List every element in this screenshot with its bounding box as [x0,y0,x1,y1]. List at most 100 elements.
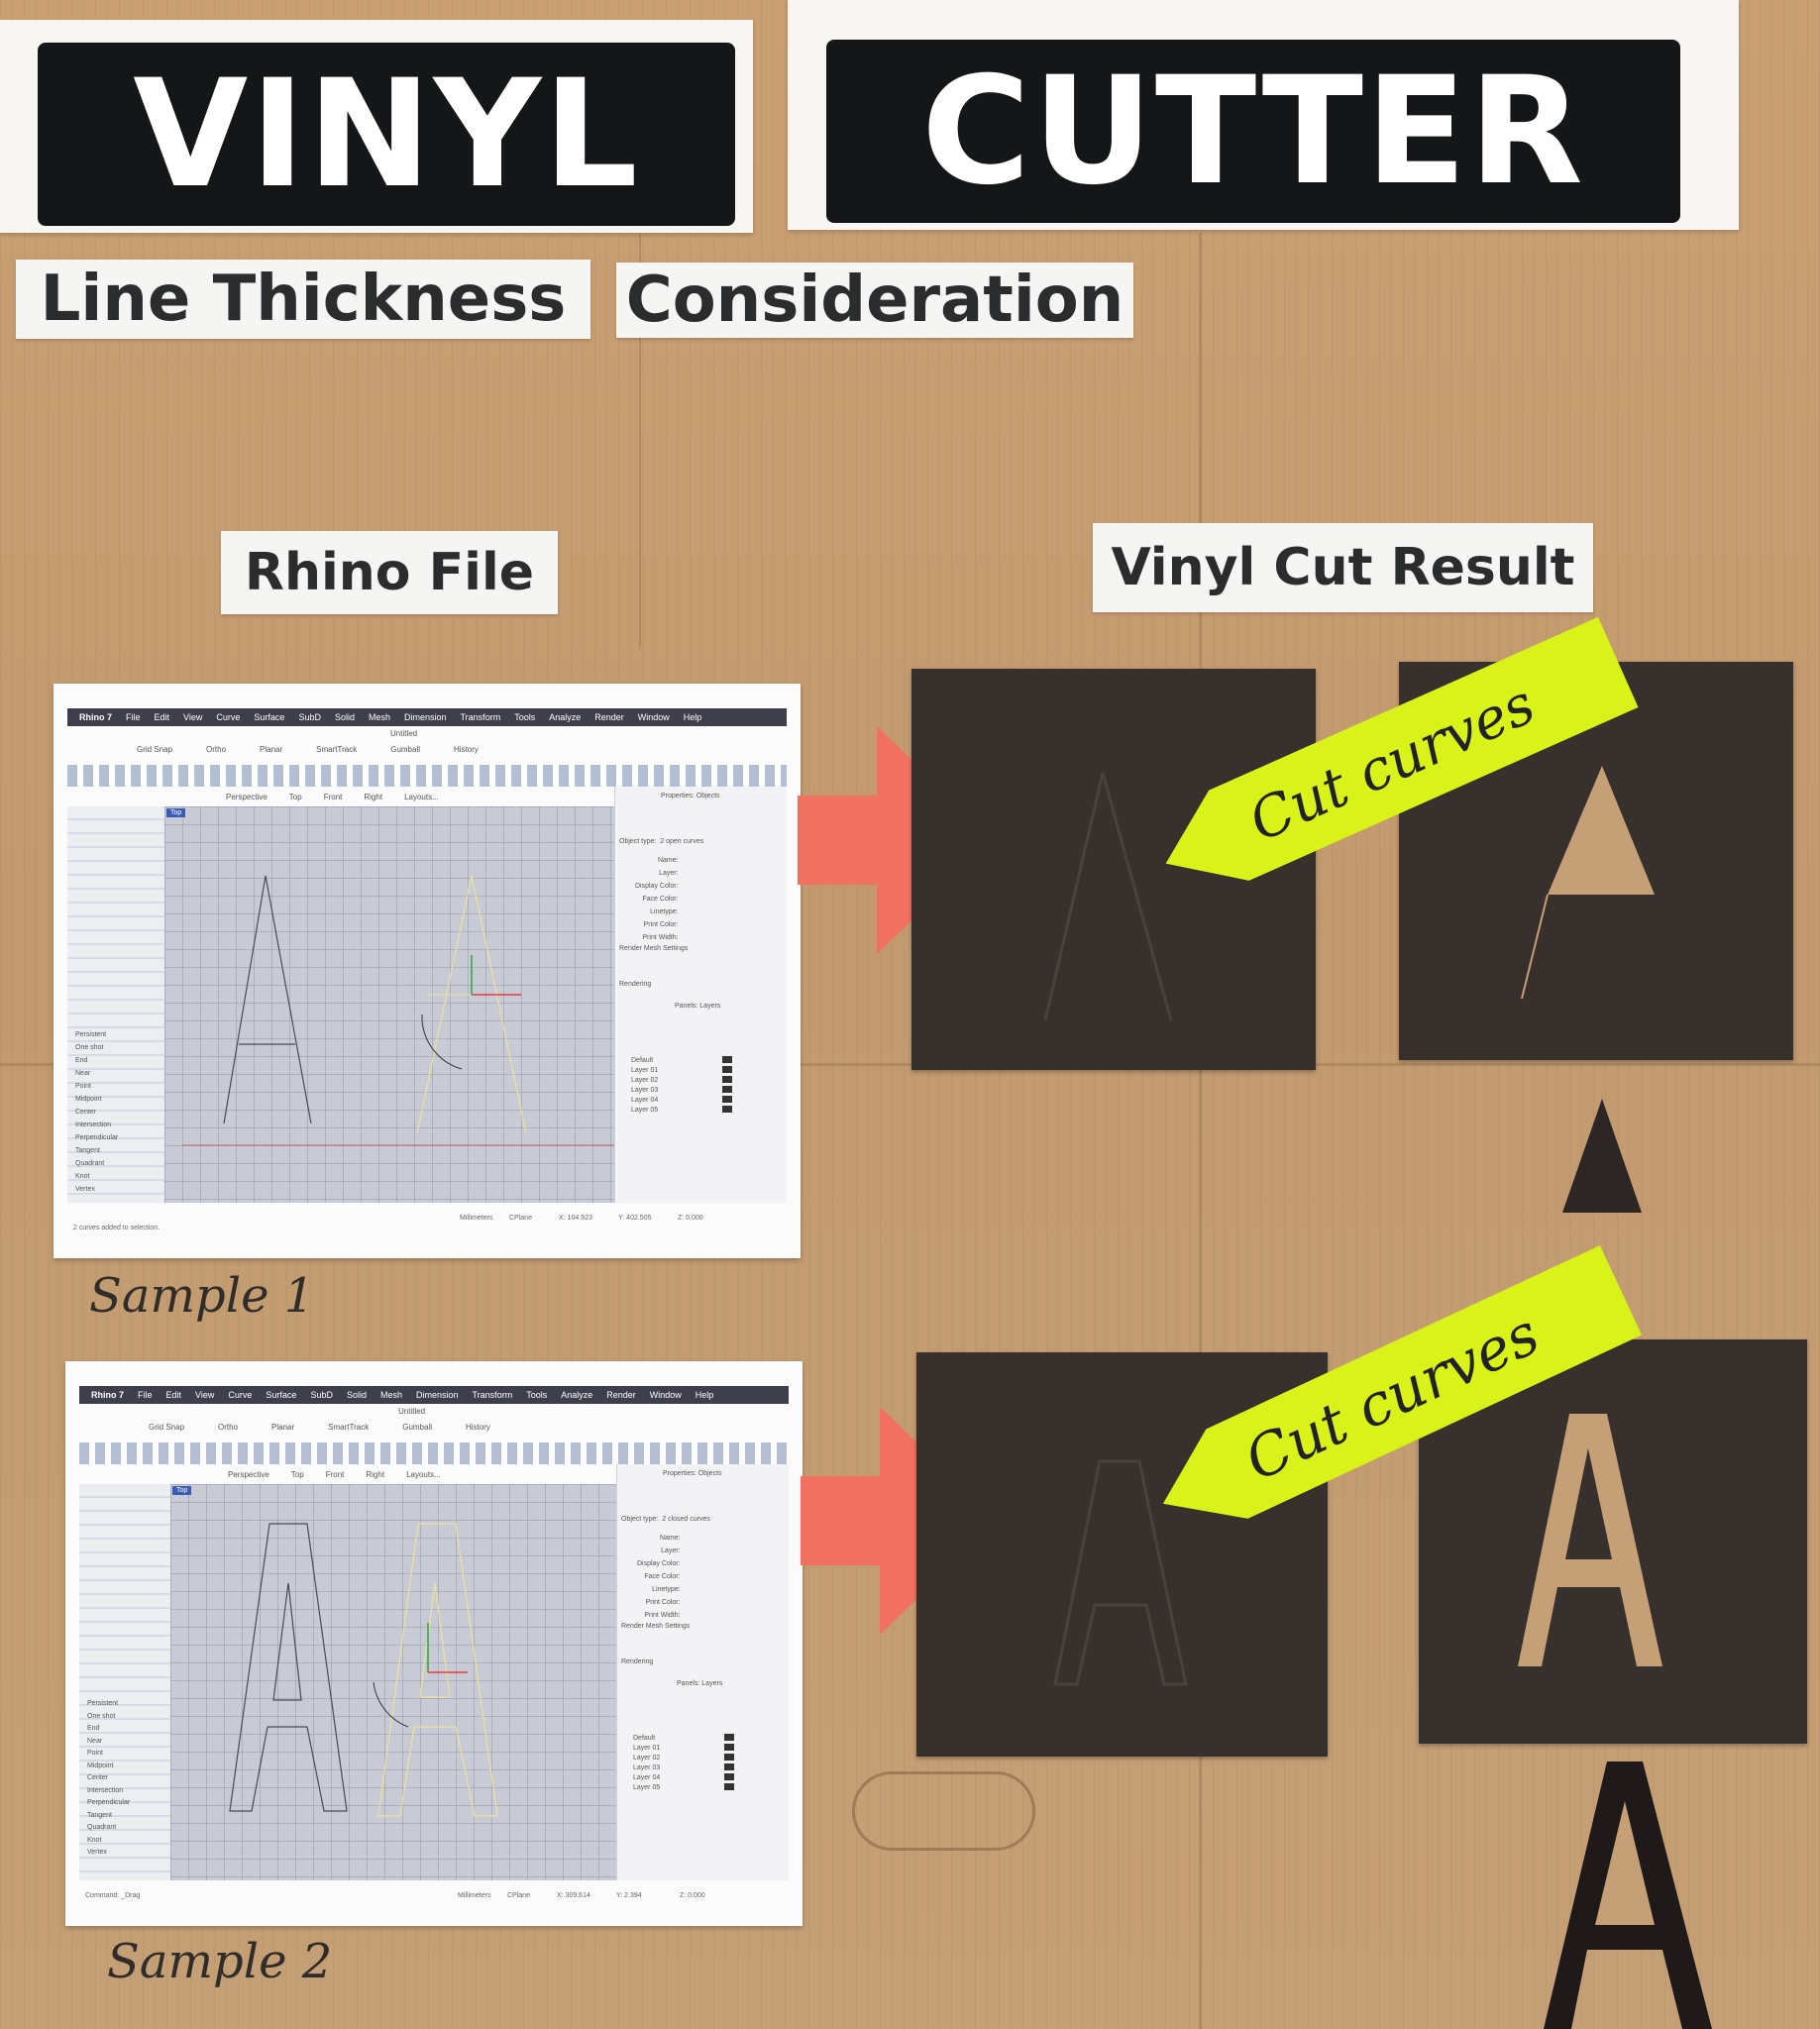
ortho: Ortho [206,744,227,754]
letter-a-cutout-open [1521,766,1655,1000]
tab-perspective: Perspective [228,1469,269,1479]
menu-solid: Solid [346,1390,367,1400]
letter-a-faint-outline [1053,1459,1188,1686]
tab-layouts: Layouts... [404,792,439,801]
app-name: Rhino 7 [91,1390,124,1400]
menu-surface: Surface [266,1390,297,1400]
tab-front: Front [325,1469,345,1479]
viewport-label-top: Top [172,1486,192,1495]
tab-top: Top [288,792,302,801]
cut-letter-a-piece [1544,1762,1712,2029]
menu-edit: Edit [165,1390,182,1400]
status-units: Millimeters [458,1892,491,1899]
status-z: Z: 0.000 [680,1892,705,1899]
menu-tools: Tools [514,712,536,722]
osnap-list: Persistent One shot End Near Point Midpoint Ce… [87,1700,131,1856]
grid-snap: Grid Snap [137,744,173,754]
status-cplane: CPlane [507,1892,530,1899]
cardboard-fold [1199,233,1202,2029]
cut-triangle-piece [1562,1099,1642,1213]
tab-front: Front [323,792,343,801]
osnap-list: Persistent One shot End Near Point Midpoint Ce… [75,1031,119,1193]
letter-a-curves [182,875,614,1146]
menu-analyze: Analyze [561,1390,593,1400]
title-cutter: CUTTER [826,40,1680,223]
rhino-screenshot-sample-2: Rhino 7 File Edit View Curve Surface Sub… [65,1361,803,1926]
document-title: Untitled [398,1407,426,1416]
menu-curve: Curve [228,1390,253,1400]
menu-view: View [183,712,203,722]
tab-right: Right [366,1469,385,1479]
history: History [466,1422,490,1432]
top-viewport: Top [170,1484,616,1880]
menu-curve: Curve [216,712,241,722]
arrow-right-icon [798,726,996,954]
menu-tools: Tools [526,1390,548,1400]
grid-snap: Grid Snap [149,1422,185,1432]
menu-transform: Transform [472,1390,513,1400]
planar: Planar [260,744,283,754]
menu-help: Help [683,712,702,722]
document-title: Untitled [390,729,418,738]
icon-strip [79,1442,789,1464]
subtitle-consideration: Consideration [616,263,1133,338]
menu-solid: Solid [334,712,355,722]
menu-subd: SubD [298,712,321,722]
object-type-value: 2 open curves [660,838,704,845]
tab-layouts: Layouts... [406,1469,441,1479]
top-viewport: Top [164,806,614,1203]
rhino-toolbar: Grid Snap Ortho Planar SmartTrack Gumbal… [67,741,787,757]
gumball: Gumball [402,1422,433,1432]
properties-panel: Properties: Objects Object type: 2 close… [616,1464,789,1880]
menu-surface: Surface [254,712,285,722]
tool-palette [79,1484,170,1880]
icon-strip [67,765,787,787]
column-label-rhino-file: Rhino File [221,531,558,614]
app-name: Rhino 7 [79,712,112,722]
cardboard-handle-hole [852,1771,1035,1851]
viewport-tabs: Perspective Top Front Right Layouts... [79,1466,789,1482]
status-units: Millimeters [460,1215,493,1222]
ortho: Ortho [218,1422,239,1432]
menu-mesh: Mesh [379,1390,402,1400]
menu-analyze: Analyze [549,712,582,722]
letter-a-cutout-closed [1518,1414,1662,1666]
menu-file: File [126,712,141,722]
menu-file: File [138,1390,153,1400]
letter-a-faint-outline [1043,772,1173,1021]
status-z: Z: 0.000 [678,1215,703,1222]
status-y: Y: 402.505 [618,1215,652,1222]
menu-edit: Edit [154,712,170,722]
tab-top: Top [290,1469,304,1479]
status-x: X: 309.614 [557,1892,590,1899]
viewport-tabs: Perspective Top Front Right Layouts... [67,789,787,804]
menu-render: Render [594,712,624,722]
rhino-toolbar: Grid Snap Ortho Planar SmartTrack Gumbal… [79,1419,789,1435]
menu-window: Window [637,712,670,722]
column-label-vinyl-result: Vinyl Cut Result [1093,523,1593,612]
smarttrack: SmartTrack [316,744,358,754]
menu-view: View [195,1390,215,1400]
rhino-screenshot-sample-1: Rhino 7 File Edit View Curve Surface Sub… [54,684,801,1258]
history: History [454,744,479,754]
layer-swatches [722,1056,732,1116]
planar: Planar [271,1422,295,1432]
tab-right: Right [364,792,383,801]
gumball: Gumball [390,744,421,754]
menu-subd: SubD [310,1390,333,1400]
viewport-label-top: Top [166,808,186,817]
cardboard-fold [639,233,641,649]
status-y: Y: 2.394 [616,1892,642,1899]
menu-dimension: Dimension [403,712,447,722]
status-cplane: CPlane [509,1215,532,1222]
status-command: 2 curves added to selection. [73,1225,161,1231]
letter-a-closed-curves [229,1523,498,1817]
rhino-menubar: Rhino 7 File Edit View Curve Surface Sub… [67,708,787,726]
menu-render: Render [606,1390,636,1400]
menu-window: Window [649,1390,682,1400]
menu-mesh: Mesh [368,712,390,722]
properties-panel: Properties: Objects Object type: 2 open … [614,787,787,1203]
title-vinyl: VINYL [38,43,735,226]
arrow-right-icon [801,1407,999,1635]
menu-transform: Transform [460,712,501,722]
